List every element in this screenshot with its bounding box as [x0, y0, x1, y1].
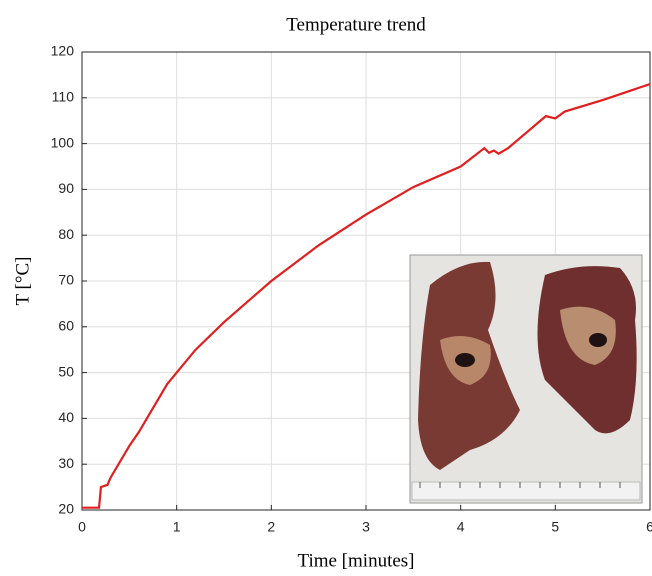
x-tick-label: 5: [551, 519, 559, 535]
inset-photo: [409, 254, 643, 504]
tissue-right-core: [560, 306, 616, 365]
x-tick-label: 4: [457, 519, 465, 535]
data-line: [82, 83, 651, 509]
x-tick-label: 2: [267, 519, 275, 535]
plot-frame: [81, 51, 651, 511]
x-tick-label: 1: [173, 519, 181, 535]
ruler: [411, 481, 641, 501]
x-tick-label: 6: [646, 519, 652, 535]
y-tick-label: 120: [51, 43, 75, 59]
ruler-ticks: [419, 482, 621, 488]
tissue-right-spot: [589, 333, 607, 347]
y-tick-label: 50: [58, 363, 74, 379]
x-tick-label: 3: [362, 519, 370, 535]
y-tick-label: 60: [58, 318, 74, 334]
y-tick-label: 40: [58, 409, 74, 425]
series: [82, 83, 651, 509]
y-axis-label: T [°C]: [12, 257, 33, 306]
y-tick-label: 30: [58, 455, 74, 471]
y-tick-label: 100: [51, 134, 75, 150]
y-tick-label: 80: [58, 226, 74, 242]
y-tick-label: 70: [58, 272, 74, 288]
y-tick-label: 90: [58, 180, 74, 196]
x-tick-label: 0: [78, 519, 86, 535]
x-axis-label: Time [minutes]: [298, 550, 415, 571]
y-tick-label: 20: [58, 501, 74, 517]
tissue-left-spot: [455, 353, 475, 367]
chart-title: Temperature trend: [286, 14, 426, 35]
y-tick-label: 110: [52, 89, 75, 105]
